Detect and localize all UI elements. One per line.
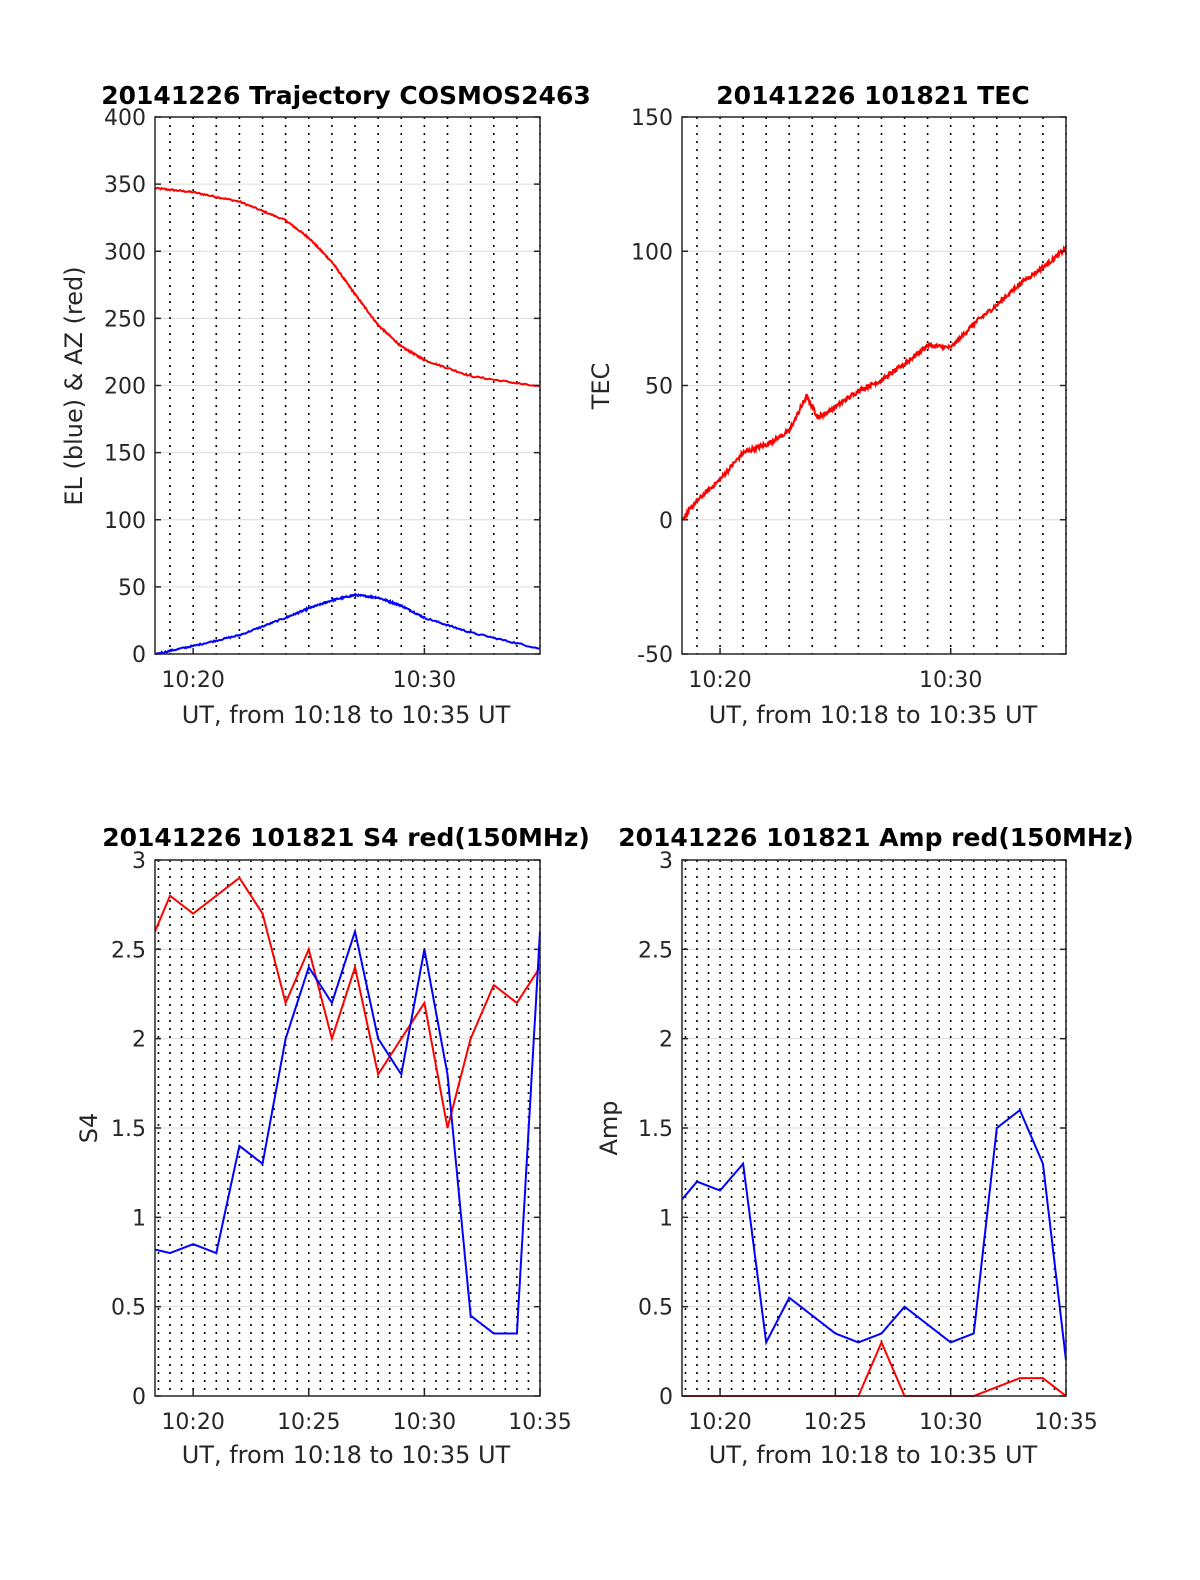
y-tick-label: 0 [659,509,673,534]
x-tick-label: 10:25 [277,1410,340,1435]
x-tick-label: 10:30 [919,668,982,693]
x-tick-label: 10:30 [393,1410,456,1435]
y-tick-label: 300 [104,240,146,265]
x-tick-label: 10:30 [919,1410,982,1435]
x-axis-label: UT, from 10:18 to 10:35 UT [709,701,1038,729]
y-axis-label: Amp [595,1100,623,1155]
y-tick-label: 100 [631,240,673,265]
y-tick-label: 350 [104,173,146,198]
y-tick-label: 50 [645,375,673,400]
panel-trajectory: 20141226 Trajectory COSMOS2463 UT, from … [60,81,591,729]
y-tick-label: 400 [104,106,146,131]
y-tick-label: 100 [104,509,146,534]
x-tick-label: 10:25 [804,1410,867,1435]
y-tick-label: 1 [659,1206,673,1231]
x-tick-label: 10:35 [508,1410,571,1435]
y-axis-label: TEC [587,363,615,411]
series-line-0 [154,186,541,388]
y-tick-label: 2.5 [111,938,146,963]
chart-title: 20141226 101821 TEC [716,81,1029,110]
chart-title: 20141226 101821 Amp red(150MHz) [618,823,1134,852]
y-tick-label: -50 [637,643,673,668]
y-tick-label: 0.5 [111,1296,146,1321]
panel-tec: 20141226 101821 TEC UT, from 10:18 to 10… [587,81,1067,729]
y-tick-label: 2.5 [638,938,673,963]
series-line-1 [681,1108,1067,1361]
y-tick-label: 250 [104,307,146,332]
x-tick-label: 10:35 [1034,1410,1097,1435]
x-tick-label: 10:20 [688,668,751,693]
y-tick-label: 1 [132,1206,146,1231]
y-tick-label: 3 [659,849,673,874]
y-axis-label: S4 [75,1113,103,1144]
x-tick-label: 10:20 [161,1410,224,1435]
series-line-0 [154,876,541,1129]
x-tick-label: 10:20 [688,1410,751,1435]
series-line-1 [154,592,541,656]
y-tick-label: 3 [132,849,146,874]
y-tick-label: 1.5 [111,1117,146,1142]
x-axis-label: UT, from 10:18 to 10:35 UT [709,1441,1038,1469]
x-tick-label: 10:30 [393,668,456,693]
y-tick-label: 0 [659,1385,673,1410]
x-tick-label: 10:20 [161,668,224,693]
x-axis-label: UT, from 10:18 to 10:35 UT [182,701,511,729]
y-axis-label: EL (blue) & AZ (red) [60,266,88,505]
chart-title: 20141226 101821 S4 red(150MHz) [102,823,590,852]
y-tick-label: 50 [118,576,146,601]
y-tick-label: 150 [104,442,146,467]
y-tick-label: 0.5 [638,1296,673,1321]
series-line-1 [154,927,541,1335]
series-line-0 [681,244,1067,521]
y-tick-label: 2 [659,1028,673,1053]
y-tick-label: 150 [631,106,673,131]
y-tick-label: 200 [104,375,146,400]
y-tick-label: 2 [132,1028,146,1053]
x-axis-label: UT, from 10:18 to 10:35 UT [182,1441,511,1469]
y-tick-label: 0 [132,643,146,668]
panel-s4: 20141226 101821 S4 red(150MHz) UT, from … [75,823,590,1469]
y-tick-label: 1.5 [638,1117,673,1142]
y-tick-label: 0 [132,1385,146,1410]
chart-title: 20141226 Trajectory COSMOS2463 [101,81,591,110]
panel-amp: 20141226 101821 Amp red(150MHz) UT, from… [595,823,1134,1469]
